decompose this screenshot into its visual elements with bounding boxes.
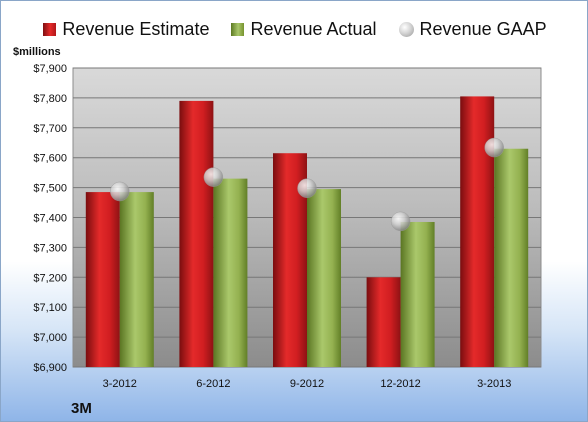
marker-revenue-gaap: [484, 137, 504, 158]
legend-label-revenue-gaap: Revenue GAAP: [419, 18, 547, 39]
x-tick-label: 3-2012: [103, 378, 137, 390]
bar-revenue-actual: [119, 192, 154, 367]
legend-entry-revenue-actual: Revenue Actual: [231, 18, 377, 40]
marker-revenue-gaap: [110, 181, 130, 202]
bar-revenue-actual: [494, 148, 529, 367]
gaap-markers: [110, 137, 504, 232]
legend-label-revenue-actual: Revenue Actual: [250, 18, 377, 39]
company-name: 3M: [71, 400, 92, 417]
y-tick-label: $7,700: [33, 123, 67, 135]
bars: [85, 96, 529, 367]
bar-revenue-actual: [213, 178, 248, 367]
y-tick-label: $7,100: [33, 302, 67, 314]
legend-swatch-revenue-actual: [231, 22, 245, 36]
x-axis-ticks: 3-2012 6-2012 9-2012 12-2012 3-2013: [103, 378, 512, 390]
y-tick-label: $7,500: [33, 183, 67, 195]
bar-revenue-estimate: [366, 277, 401, 367]
y-axis-ticks: $6,900 $7,000 $7,100 $7,200 $7,300 $7,400 $7,5…: [33, 63, 67, 374]
legend-entry-revenue-estimate: Revenue Estimate: [43, 19, 209, 40]
legend-entry-revenue-gaap: Revenue GAAP: [398, 18, 547, 40]
y-tick-label: $7,200: [33, 272, 67, 284]
y-tick-label: $7,800: [33, 93, 67, 105]
y-axis-units-label: $millions: [13, 46, 61, 58]
bar-revenue-estimate: [179, 100, 214, 367]
y-tick-label: $7,300: [33, 242, 67, 254]
x-tick-label: 9-2012: [290, 378, 324, 390]
bar-revenue-actual: [400, 221, 435, 367]
y-tick-label: $7,600: [33, 153, 67, 165]
bar-revenue-actual: [307, 189, 341, 367]
y-tick-label: $7,900: [33, 63, 67, 75]
y-tick-label: $7,000: [33, 332, 67, 344]
marker-revenue-gaap: [203, 167, 224, 187]
bar-revenue-estimate: [85, 192, 120, 367]
marker-revenue-gaap: [297, 178, 317, 198]
chart-legend: Revenue Estimate Revenue Actual Revenue …: [1, 15, 587, 43]
y-tick-label: $6,900: [33, 362, 67, 374]
marker-revenue-gaap: [390, 211, 411, 232]
bar-revenue-estimate: [460, 96, 495, 367]
x-tick-label: 12-2012: [380, 378, 420, 390]
legend-swatch-revenue-gaap: [398, 21, 414, 37]
y-tick-label: $7,400: [33, 213, 67, 225]
x-tick-label: 3-2013: [477, 378, 511, 390]
legend-label-revenue-estimate: Revenue Estimate: [62, 18, 210, 39]
legend-swatch-revenue-estimate: [43, 22, 57, 36]
x-tick-label: 6-2012: [196, 378, 230, 390]
